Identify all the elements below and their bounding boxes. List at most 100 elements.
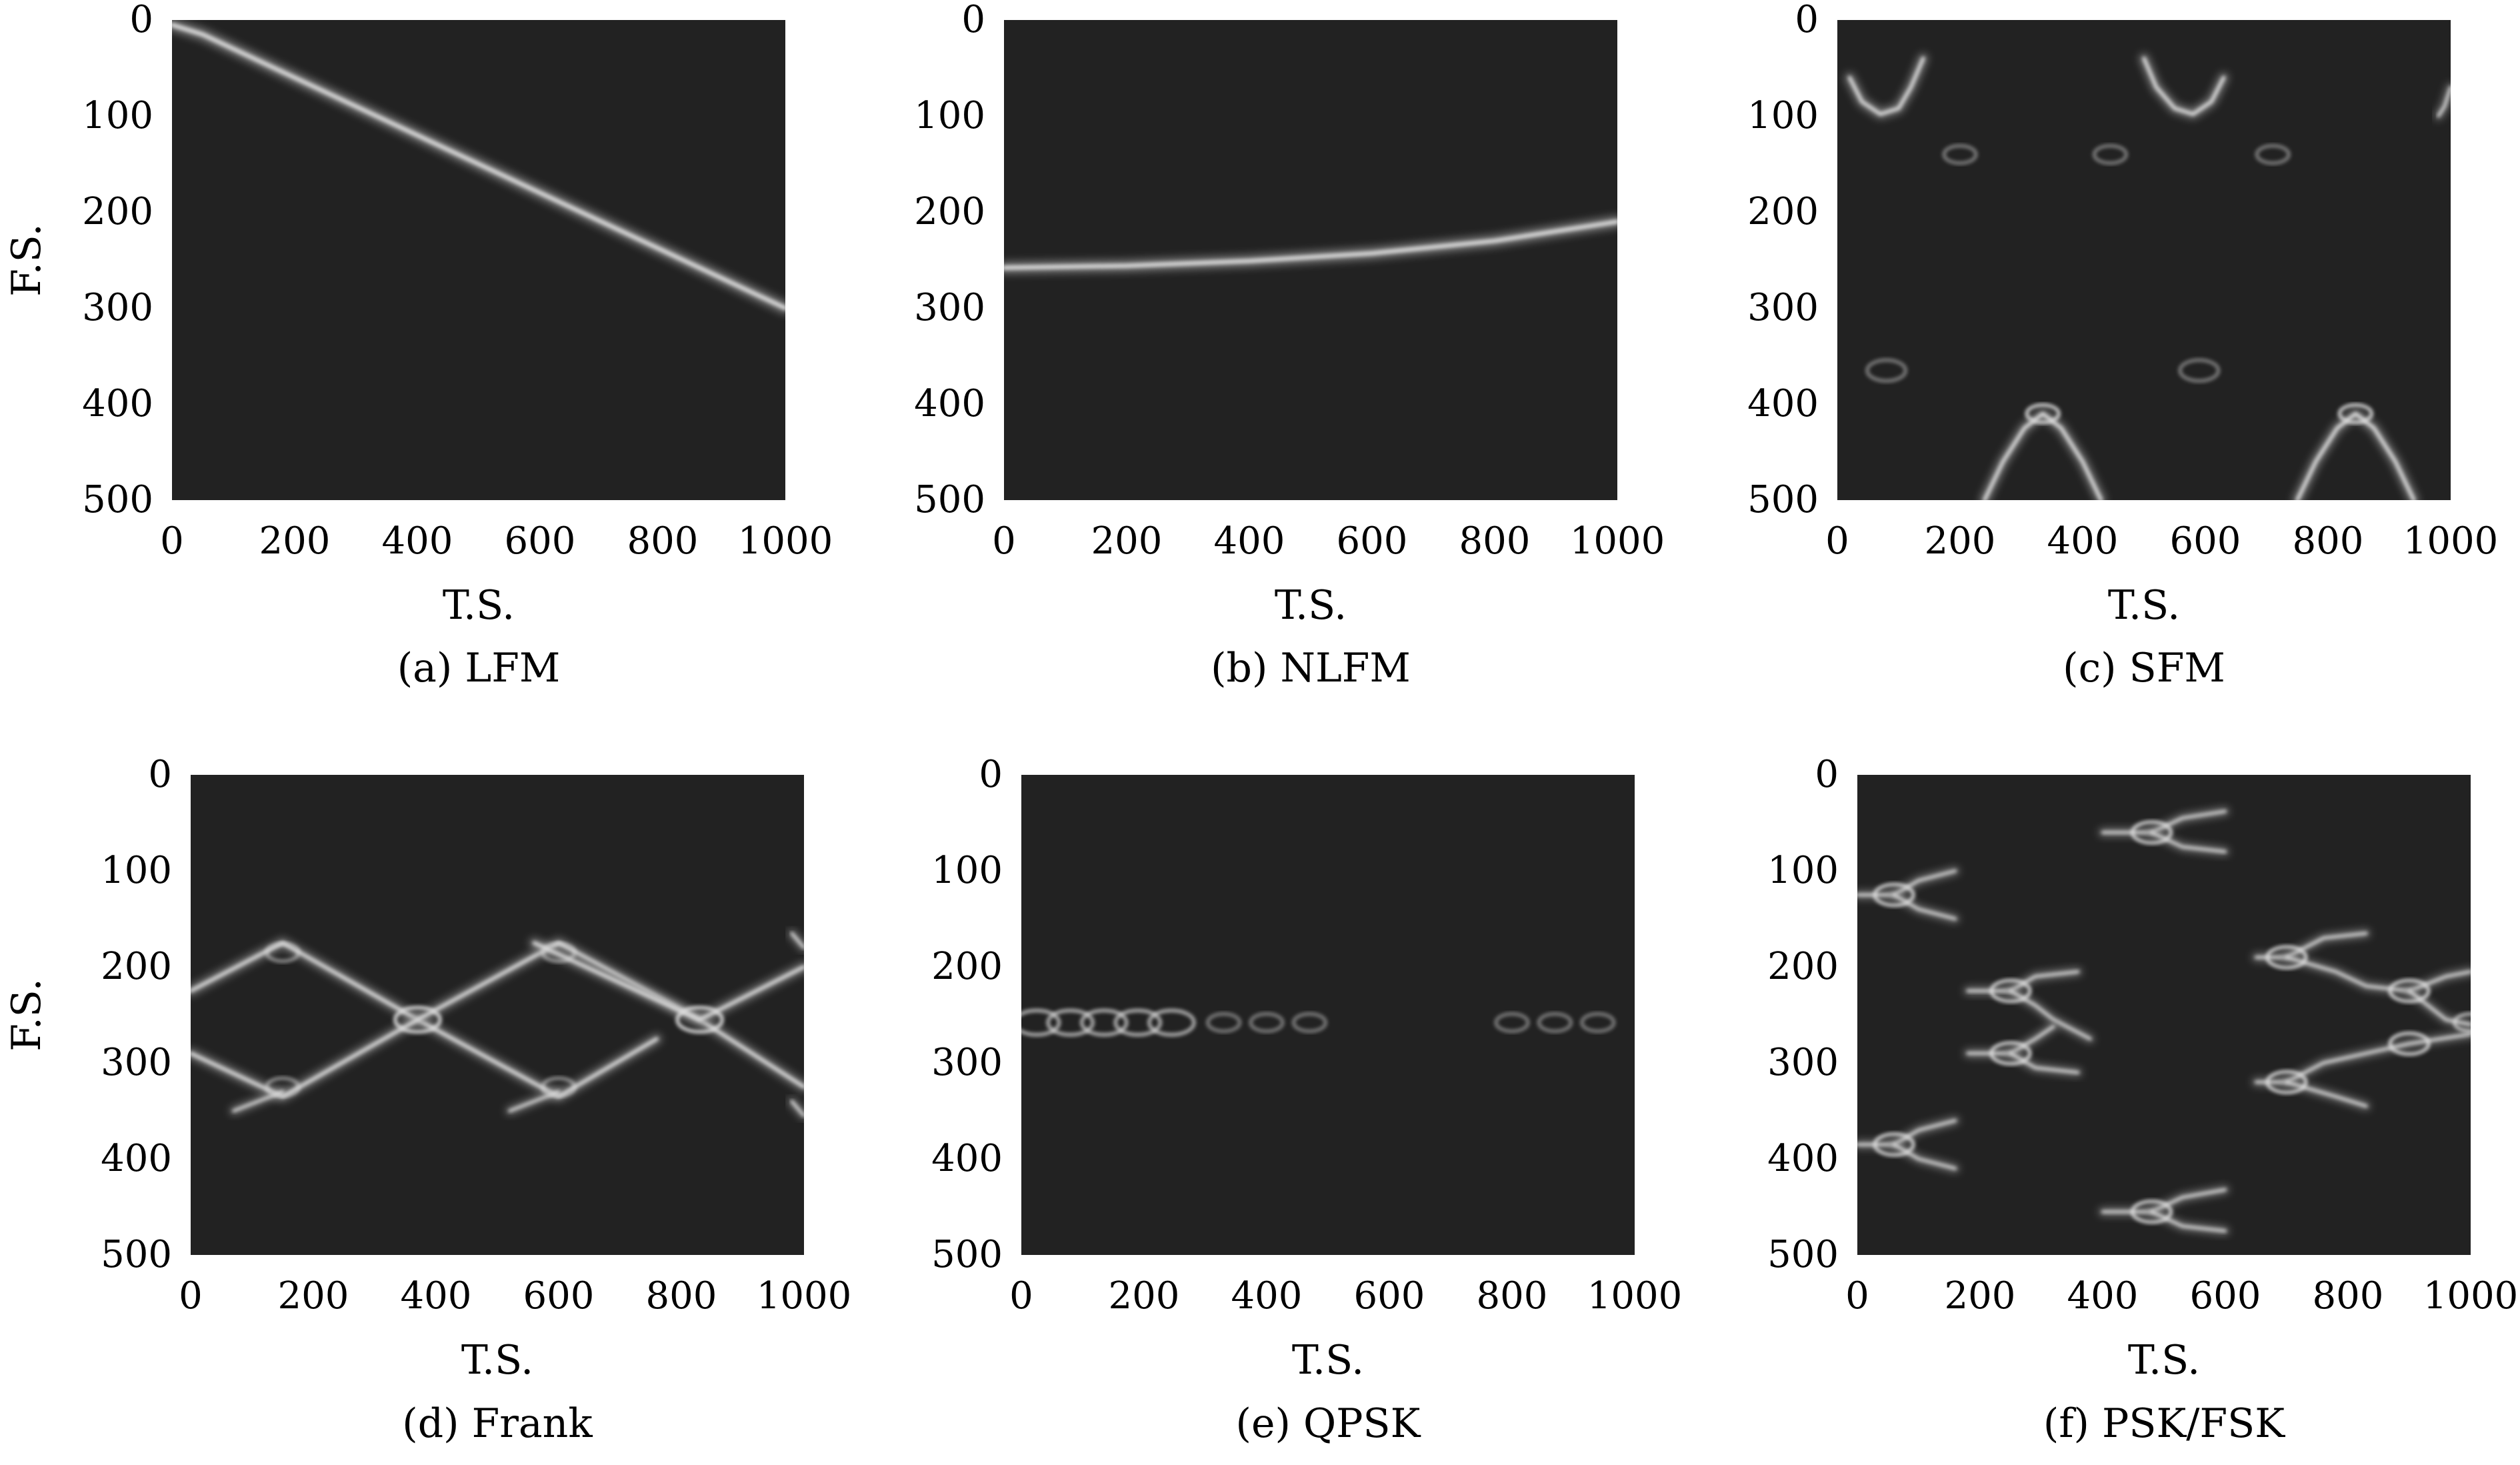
y-tick-label: 400 [931,1137,1003,1180]
x-tick-label: 800 [1459,519,1531,563]
panel-caption: (b) NLFM [1211,645,1411,691]
y-tick-label: 100 [931,849,1003,892]
panel-3: 0 200 400 600 800 1000 0 100 200 300 400 500 T.S. (c)… [1747,0,2498,691]
y-tick-label: 200 [914,190,985,233]
intensity-spot [1873,882,1915,908]
plot-area [1021,775,1635,1255]
y-tick-label: 300 [914,286,985,329]
intensity-spot [1021,1008,1061,1037]
ridge [1893,1143,1957,1170]
x-tick-label: 0 [160,519,184,563]
ridge [2255,932,2368,959]
y-tick-label: 400 [101,1137,172,1180]
intensity-spot [2388,1032,2431,1056]
ridge [2255,1032,2471,1084]
y-tick-label: 0 [1815,753,1839,796]
y-tick-label: 200 [82,190,153,233]
y-tick-label: 500 [914,478,985,521]
intensity-spot [1113,1008,1162,1037]
intensity-spot [2388,978,2431,1004]
intensity-spot [1865,358,1907,383]
panel-caption: (d) Frank [402,1400,593,1447]
y-tick-label: 500 [1747,478,1819,521]
x-tick-label: 800 [646,1274,717,1318]
x-tick-label: 600 [2170,519,2241,563]
intensity-spot [541,1076,577,1098]
ridge [2437,85,2451,117]
x-tick-label: 200 [1925,519,1996,563]
x-tick-label: 600 [1354,1274,1425,1318]
x-tick-label: 800 [627,519,699,563]
intensity-spot [2453,1012,2471,1034]
y-tick-label: 500 [931,1233,1003,1276]
ridge [790,932,804,950]
panel-4: 0 200 400 600 800 1000 0 100 200 300 400 500 T.S. F.S… [3,753,851,1447]
y-tick-label: 200 [1767,945,1839,988]
x-tick-label: 400 [2067,1274,2139,1318]
x-tick-label: 0 [1009,1274,1033,1318]
spectrogram [1844,53,2451,500]
x-tick-label: 0 [1825,519,1849,563]
y-tick-label: 100 [82,94,153,137]
plot-area [1857,775,2471,1255]
intensity-spot [2255,144,2291,165]
intensity-spot [2265,1070,2308,1094]
x-axis-label: T.S. [443,582,515,629]
y-tick-label: 0 [979,753,1003,796]
ridge [172,23,785,310]
x-tick-label: 1000 [757,1274,852,1318]
x-tick-label: 200 [259,519,331,563]
x-tick-label: 600 [1337,519,1408,563]
panel-caption: (e) QPSK [1236,1400,1421,1447]
intensity-spot [2025,403,2061,424]
x-axis-label: T.S. [2128,1337,2200,1384]
intensity-spot [265,1076,301,1098]
spectrogram [1857,807,2471,1235]
intensity-spot [1537,1012,1573,1034]
y-tick-label: 400 [914,382,985,425]
x-tick-label: 1000 [2423,1274,2519,1318]
x-tick-label: 1000 [2403,519,2499,563]
x-tick-label: 800 [2293,519,2364,563]
y-tick-label: 0 [961,0,985,41]
panel-caption: (c) SFM [2063,645,2225,691]
x-tick-label: 400 [1231,1274,1303,1318]
y-tick-label: 400 [82,382,153,425]
y-tick-label: 0 [129,0,153,41]
y-tick-label: 300 [1747,286,1819,329]
x-tick-label: 200 [1945,1274,2016,1318]
x-tick-label: 0 [1845,1274,1869,1318]
panel-1: 0 200 400 600 800 1000 0 100 200 300 400 500 T.S. F.S… [3,0,833,691]
plot-area [1837,20,2451,500]
x-tick-label: 0 [992,519,1016,563]
y-tick-label: 100 [101,849,172,892]
y-tick-label: 300 [82,286,153,329]
intensity-spot [1989,1041,2032,1066]
y-tick-label: 100 [1747,94,1819,137]
intensity-spot [393,1006,442,1034]
x-tick-label: 600 [2190,1274,2261,1318]
intensity-spot [2092,144,2128,165]
y-tick-label: 300 [101,1041,172,1084]
panel-2: 0 200 400 600 800 1000 0 100 200 300 400 500 T.S. (b)… [914,0,1665,691]
y-tick-label: 0 [148,753,172,796]
intensity-spot [1206,1012,1242,1034]
ridge [2009,1052,2080,1074]
x-tick-label: 800 [1477,1274,1548,1318]
intensity-spot [1580,1012,1616,1034]
intensity-spot [1080,1008,1129,1037]
intensity-spot [675,1006,724,1034]
intensity-spot [1291,1012,1327,1034]
x-tick-label: 200 [1109,1274,1180,1318]
x-tick-label: 400 [2047,519,2119,563]
y-tick-label: 200 [101,945,172,988]
y-tick-label: 500 [1767,1233,1839,1276]
intensity-spot [1873,1132,1915,1157]
y-tick-label: 100 [914,94,985,137]
intensity-spot [1249,1012,1285,1034]
x-tick-label: 1000 [738,519,833,563]
x-tick-label: 800 [2313,1274,2384,1318]
panel-6: 0 200 400 600 800 1000 0 100 200 300 400 500 T.S. (f)… [1767,753,2518,1447]
intensity-spot [1494,1012,1530,1034]
intensity-spot [2178,358,2221,383]
